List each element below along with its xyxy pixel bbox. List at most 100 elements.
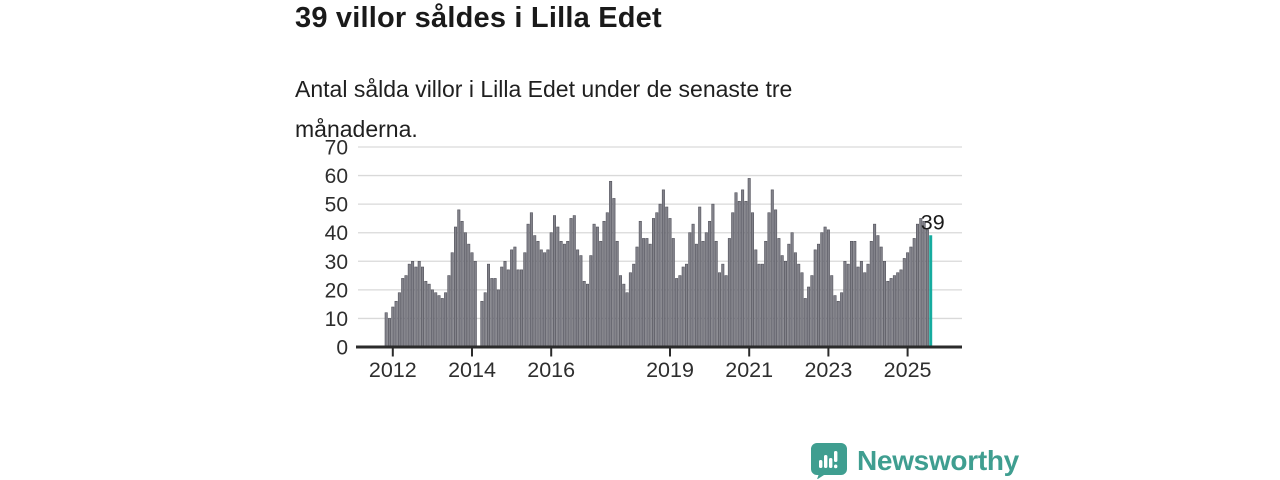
chart-bar bbox=[925, 229, 929, 348]
chart-bar bbox=[589, 255, 593, 348]
chart-bar bbox=[886, 280, 890, 348]
chart-bar bbox=[859, 260, 863, 348]
chart-bar bbox=[711, 203, 715, 348]
chart-bar bbox=[457, 209, 461, 348]
chart-bar bbox=[737, 200, 741, 348]
chart-bar bbox=[618, 275, 622, 348]
y-axis-tick-label: 10 bbox=[325, 308, 348, 331]
chart-bar bbox=[556, 226, 560, 348]
y-axis-tick-label: 40 bbox=[325, 222, 348, 245]
chart-bar bbox=[668, 218, 672, 348]
chart-bar bbox=[628, 272, 632, 348]
chart-bar bbox=[553, 215, 557, 348]
chart-bar bbox=[688, 232, 692, 348]
chart-bar bbox=[658, 203, 662, 348]
chart-bar bbox=[473, 260, 477, 348]
chart-bar bbox=[562, 243, 566, 348]
chart-bar bbox=[566, 240, 570, 348]
chart-bar bbox=[777, 238, 781, 348]
chart-bar bbox=[510, 249, 514, 348]
chart-bar bbox=[394, 300, 398, 348]
chart-bar bbox=[513, 246, 517, 348]
chart-bar bbox=[635, 246, 639, 348]
chart-bar bbox=[430, 289, 434, 348]
chart-bar bbox=[922, 220, 926, 348]
chart-bar bbox=[909, 246, 913, 348]
chart-bar bbox=[873, 223, 877, 348]
chart-bar bbox=[421, 266, 425, 348]
chart-bar bbox=[721, 263, 725, 348]
chart-bar bbox=[770, 189, 774, 348]
chart-bar bbox=[757, 263, 761, 348]
x-axis-tick-label: 2021 bbox=[725, 358, 773, 382]
x-axis-tick-label: 2014 bbox=[448, 358, 496, 382]
chart-bar bbox=[820, 232, 824, 348]
chart-bar bbox=[539, 249, 543, 348]
chart-bar bbox=[549, 232, 553, 348]
chart-bar bbox=[520, 269, 524, 348]
chart-bar bbox=[572, 215, 576, 348]
chart-bar bbox=[813, 249, 817, 348]
chart-bar bbox=[754, 249, 758, 348]
chart-bar bbox=[899, 269, 903, 348]
chart-bar bbox=[414, 266, 418, 348]
chart-bar bbox=[411, 260, 415, 348]
chart-bar bbox=[651, 218, 655, 348]
chart-bar bbox=[708, 220, 712, 348]
chart-bar bbox=[407, 263, 411, 348]
chart-bar bbox=[902, 258, 906, 348]
chart-bar bbox=[516, 269, 520, 348]
y-axis-tick-label: 50 bbox=[325, 194, 348, 217]
chart-bar bbox=[625, 292, 629, 348]
chart-bar bbox=[863, 272, 867, 348]
chart-bar bbox=[843, 260, 847, 348]
x-axis-tick-label: 2023 bbox=[804, 358, 852, 382]
chart-bar bbox=[846, 263, 850, 348]
chart-bar bbox=[470, 252, 474, 348]
chart-bar bbox=[526, 223, 530, 348]
chart-bar bbox=[675, 278, 679, 348]
chart-bar bbox=[483, 292, 487, 348]
chart-bar bbox=[704, 232, 708, 348]
bar-value-annotation: 39 bbox=[921, 211, 945, 235]
chart-bar bbox=[592, 223, 596, 348]
chart-bar bbox=[638, 220, 642, 348]
chart-bar bbox=[734, 192, 738, 348]
chart-bar bbox=[760, 263, 764, 348]
chart-bar bbox=[559, 240, 563, 348]
y-axis-tick-label: 30 bbox=[325, 251, 348, 274]
chart-bar bbox=[797, 263, 801, 348]
chart-bar bbox=[391, 306, 395, 348]
chart-bar bbox=[896, 272, 900, 348]
chart-bar bbox=[437, 295, 441, 348]
chart-bar bbox=[830, 275, 834, 348]
chart-bar bbox=[397, 292, 401, 348]
chart-bar bbox=[503, 260, 507, 348]
x-axis-tick-label: 2025 bbox=[884, 358, 932, 382]
chart-bar bbox=[681, 266, 685, 348]
chart-bar bbox=[609, 180, 613, 348]
chart-bar bbox=[750, 212, 754, 348]
x-axis-tick-label: 2012 bbox=[369, 358, 417, 382]
chart-bar bbox=[856, 266, 860, 348]
chart-bar bbox=[892, 275, 896, 348]
chart-bar bbox=[493, 278, 497, 348]
chart-bar bbox=[384, 312, 388, 348]
chart-bar bbox=[615, 240, 619, 348]
chart-bar bbox=[691, 223, 695, 348]
chart-bar bbox=[724, 275, 728, 348]
chart-bar bbox=[585, 283, 589, 348]
chart-bar bbox=[741, 189, 745, 348]
chart-bar bbox=[731, 212, 735, 348]
chart-bar bbox=[714, 240, 718, 348]
x-axis-tick-label: 2016 bbox=[527, 358, 575, 382]
chart-bar bbox=[866, 263, 870, 348]
chart-bar bbox=[536, 240, 540, 348]
chart-bar bbox=[869, 240, 873, 348]
chart-bar bbox=[543, 252, 547, 348]
chart-bar bbox=[582, 280, 586, 348]
chart-bar bbox=[678, 275, 682, 348]
chart-bar bbox=[671, 238, 675, 348]
chart-bar bbox=[882, 260, 886, 348]
